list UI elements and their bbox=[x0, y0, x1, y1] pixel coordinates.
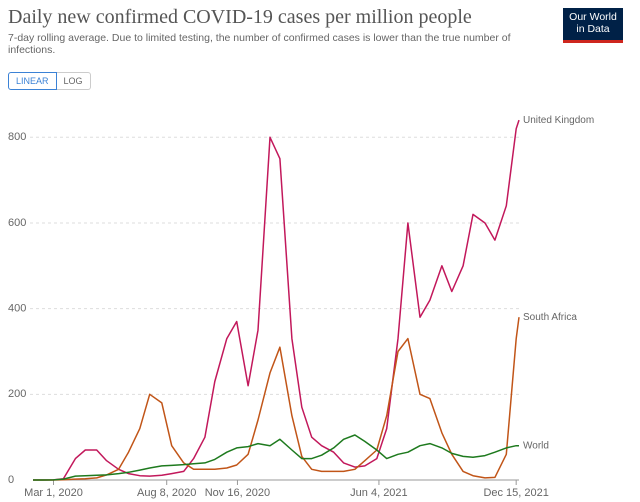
logo-line: Our World bbox=[569, 11, 617, 23]
scale-toggle: LINEAR LOG bbox=[8, 72, 91, 90]
chart-title: Daily new confirmed COVID-19 cases per m… bbox=[8, 6, 472, 28]
series-label: United Kingdom bbox=[523, 115, 594, 126]
series-line bbox=[33, 119, 520, 481]
series-line bbox=[33, 317, 520, 481]
series-label: World bbox=[523, 440, 549, 451]
linear-button[interactable]: LINEAR bbox=[8, 72, 57, 90]
y-tick-label: 200 bbox=[8, 388, 26, 400]
x-tick-label: Dec 15, 2021 bbox=[483, 487, 548, 499]
x-tick-label: Mar 1, 2020 bbox=[24, 487, 83, 499]
series-label: South Africa bbox=[523, 312, 577, 323]
y-tick-label: 800 bbox=[8, 131, 26, 143]
y-tick-label: 0 bbox=[8, 474, 14, 486]
log-button[interactable]: LOG bbox=[56, 72, 91, 90]
logo[interactable]: Our World in Data bbox=[563, 8, 623, 43]
x-tick-label: Jun 4, 2021 bbox=[350, 487, 408, 499]
y-tick-label: 600 bbox=[8, 217, 26, 229]
logo-line: in Data bbox=[576, 23, 610, 35]
series-line bbox=[33, 434, 519, 481]
x-tick-label: Aug 8, 2020 bbox=[137, 487, 196, 499]
x-tick-label: Nov 16, 2020 bbox=[205, 487, 270, 499]
chart-subtitle: 7-day rolling average. Due to limited te… bbox=[8, 32, 511, 56]
y-tick-label: 400 bbox=[8, 303, 26, 315]
